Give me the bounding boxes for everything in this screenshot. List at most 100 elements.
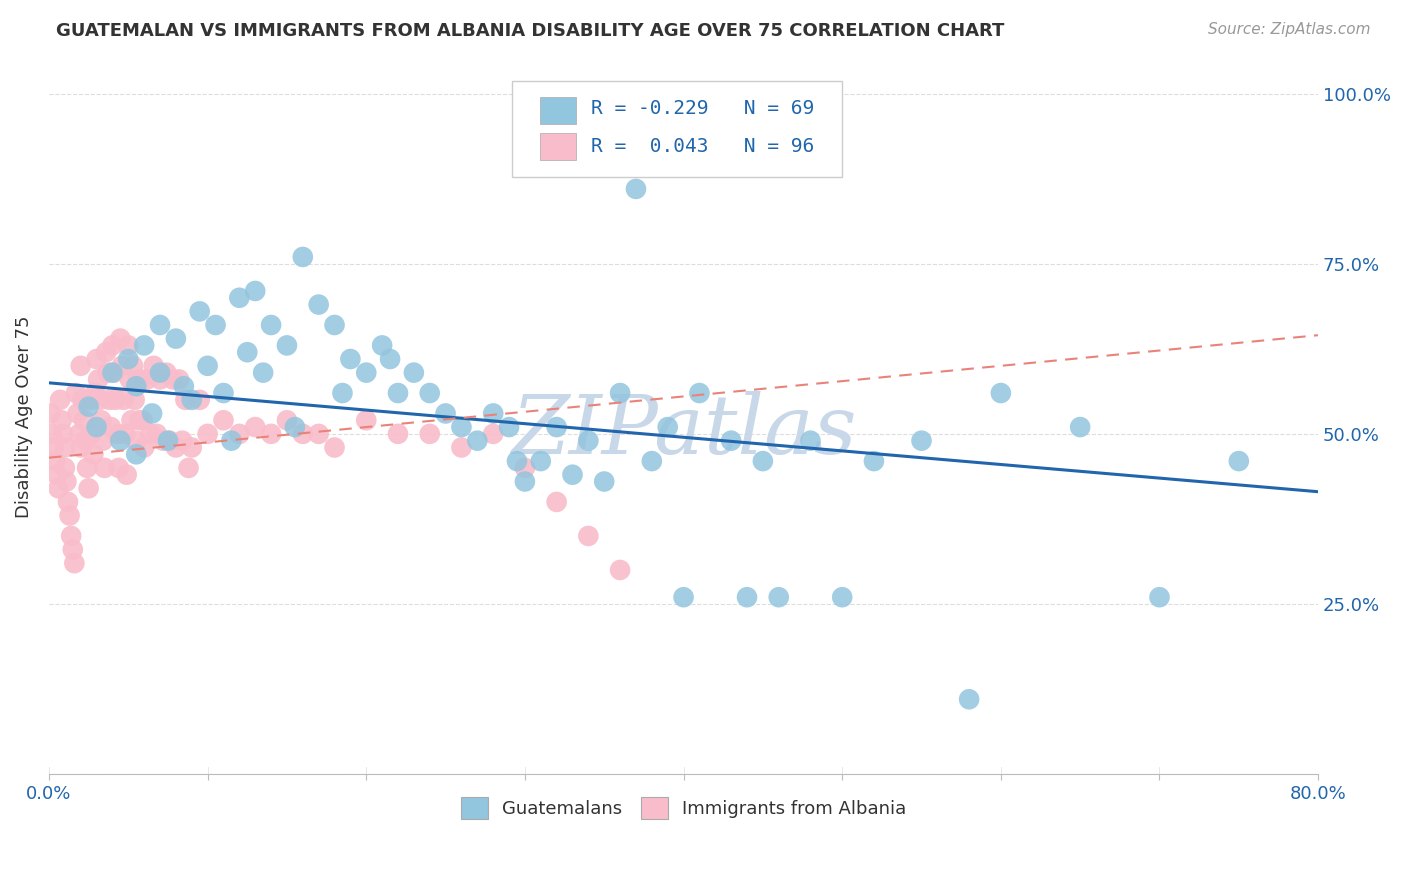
Point [173, 379, 195, 393]
Point [149, 366, 172, 380]
Point [513, 475, 536, 489]
Point [332, 386, 354, 401]
Point [136, 372, 159, 386]
Point [128, 413, 150, 427]
Point [162, 372, 184, 386]
Point [387, 426, 409, 441]
Point [90, 413, 112, 427]
Point [101, 338, 124, 352]
Point [77, 400, 100, 414]
Point [111, 359, 134, 373]
Point [624, 182, 647, 196]
Point [155, 366, 177, 380]
Text: Source: ZipAtlas.com: Source: ZipAtlas.com [1208, 22, 1371, 37]
Point [356, 366, 378, 380]
Point [103, 366, 125, 380]
Point [129, 372, 152, 386]
Y-axis label: Disability Age Over 75: Disability Age Over 75 [15, 316, 32, 518]
Point [799, 434, 821, 448]
Point [149, 318, 172, 332]
Point [165, 441, 187, 455]
Point [117, 351, 139, 366]
Point [546, 420, 568, 434]
Point [910, 434, 932, 448]
Point [41, 426, 63, 441]
Point [63, 556, 86, 570]
Point [121, 413, 143, 427]
Point [957, 692, 980, 706]
Point [112, 392, 135, 407]
Point [141, 407, 163, 421]
Point [79, 392, 101, 407]
Point [52, 426, 75, 441]
Point [65, 386, 87, 401]
Point [55, 475, 77, 489]
Point [125, 447, 148, 461]
Point [131, 413, 153, 427]
Point [450, 420, 472, 434]
Point [165, 332, 187, 346]
Point [118, 372, 141, 386]
Point [482, 426, 505, 441]
Point [142, 359, 165, 373]
FancyBboxPatch shape [512, 81, 842, 178]
Point [228, 426, 250, 441]
Point [863, 454, 886, 468]
Point [77, 481, 100, 495]
Point [356, 413, 378, 427]
Point [167, 372, 190, 386]
Point [387, 386, 409, 401]
Point [62, 542, 84, 557]
FancyBboxPatch shape [540, 96, 575, 124]
Point [609, 563, 631, 577]
Point [1227, 454, 1250, 468]
Point [86, 351, 108, 366]
Point [291, 426, 314, 441]
Point [152, 434, 174, 448]
Point [323, 441, 346, 455]
Point [419, 386, 441, 401]
Point [149, 372, 172, 386]
Point [284, 420, 307, 434]
Point [146, 426, 169, 441]
Point [89, 392, 111, 407]
Point [84, 386, 107, 401]
Point [465, 434, 488, 448]
Point [125, 434, 148, 448]
Point [276, 413, 298, 427]
Point [260, 318, 283, 332]
Point [1149, 591, 1171, 605]
Point [67, 426, 90, 441]
Point [672, 591, 695, 605]
Point [252, 366, 274, 380]
Point [124, 392, 146, 407]
Point [39, 407, 62, 421]
Point [1069, 420, 1091, 434]
Point [86, 420, 108, 434]
Point [371, 338, 394, 352]
Point [419, 426, 441, 441]
Text: R =  0.043   N = 96: R = 0.043 N = 96 [591, 137, 814, 156]
Point [82, 447, 104, 461]
Point [42, 441, 65, 455]
Point [107, 461, 129, 475]
Point [308, 297, 330, 311]
Point [174, 392, 197, 407]
Point [245, 284, 267, 298]
Point [58, 508, 80, 523]
Point [115, 467, 138, 482]
Point [134, 441, 156, 455]
Point [156, 434, 179, 448]
Point [72, 392, 94, 407]
Text: GUATEMALAN VS IMMIGRANTS FROM ALBANIA DISABILITY AGE OVER 75 CORRELATION CHART: GUATEMALAN VS IMMIGRANTS FROM ALBANIA DI… [56, 22, 1005, 40]
Point [53, 461, 76, 475]
Point [93, 461, 115, 475]
Point [245, 420, 267, 434]
Point [49, 392, 72, 407]
Point [75, 434, 97, 448]
Point [91, 434, 114, 448]
Point [212, 413, 235, 427]
Legend: Guatemalans, Immigrants from Albania: Guatemalans, Immigrants from Albania [454, 789, 914, 826]
Point [180, 392, 202, 407]
Point [657, 420, 679, 434]
